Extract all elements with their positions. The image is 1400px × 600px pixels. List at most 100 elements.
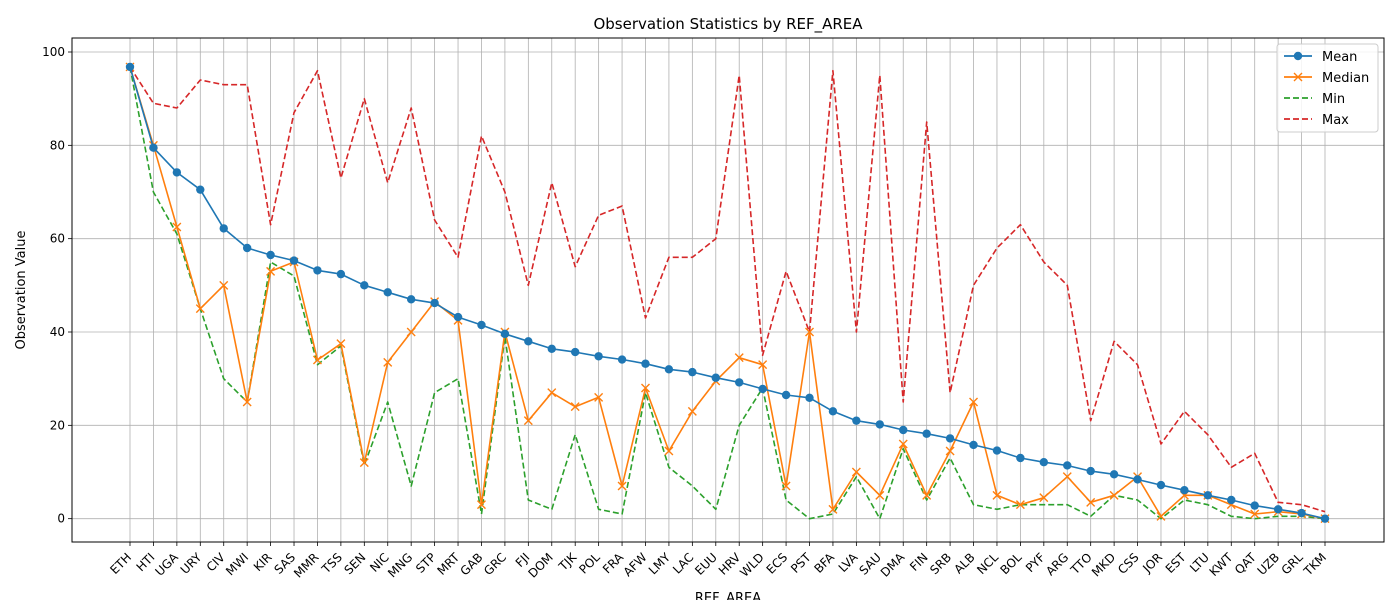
median-point xyxy=(359,458,369,468)
median-point xyxy=(640,383,650,393)
grid-lines xyxy=(72,38,1384,542)
y-axis: 0 20 40 60 80 100 xyxy=(42,45,72,526)
mean-point xyxy=(313,266,322,275)
y-tick-label: 80 xyxy=(50,138,65,152)
mean-point xyxy=(1039,458,1049,467)
y-tick-label: 20 xyxy=(50,418,65,432)
mean-point xyxy=(688,367,697,377)
mean-point xyxy=(500,329,510,339)
mean-point xyxy=(477,320,486,330)
mean-point xyxy=(570,347,580,357)
median-point xyxy=(969,397,979,407)
chart-title: Observation Statistics by REF_AREA xyxy=(593,15,863,34)
max-series xyxy=(129,66,1326,513)
mean-point xyxy=(922,429,931,438)
median-point xyxy=(172,222,182,232)
median-point xyxy=(336,339,346,349)
mean-point xyxy=(1016,453,1025,463)
mean-point xyxy=(711,373,720,382)
mean-point xyxy=(1086,466,1095,476)
legend-label-min: Min xyxy=(1322,92,1345,107)
median-point xyxy=(406,327,416,337)
median-point xyxy=(898,439,908,449)
median-point xyxy=(476,500,486,510)
max-line xyxy=(129,66,1326,513)
min-line xyxy=(129,66,1326,520)
median-point xyxy=(312,355,322,365)
median-point xyxy=(1086,497,1096,507)
min-series xyxy=(129,66,1326,520)
mean-point xyxy=(758,384,767,394)
series-layer xyxy=(125,62,1330,524)
median-point xyxy=(945,446,955,456)
mean-point xyxy=(360,281,369,290)
median-point xyxy=(617,481,627,491)
median-point xyxy=(383,357,393,367)
legend-label-max: Max xyxy=(1322,113,1349,128)
median-point xyxy=(1250,509,1260,519)
median-point xyxy=(570,402,580,412)
mean-point xyxy=(828,407,838,416)
mean-point xyxy=(289,256,299,265)
legend-item-min: Min xyxy=(1284,92,1345,107)
legend-item-mean: Mean xyxy=(1284,50,1357,65)
mean-point xyxy=(1203,491,1213,500)
mean-point xyxy=(969,440,978,450)
mean-point xyxy=(430,298,439,308)
mean-point xyxy=(875,420,885,429)
mean-point xyxy=(992,446,1002,455)
mean-point xyxy=(1180,486,1189,495)
median-point xyxy=(1062,472,1072,482)
mean-point xyxy=(266,250,275,260)
legend-item-median: Median xyxy=(1284,71,1369,86)
mean-point xyxy=(1320,514,1330,523)
mean-series xyxy=(125,62,1330,523)
x-axis-label: REF_AREA xyxy=(695,591,761,600)
median-point xyxy=(523,416,533,426)
median-point xyxy=(687,406,697,416)
mean-point xyxy=(196,185,205,194)
legend-marker-mean xyxy=(1293,51,1303,61)
median-point xyxy=(734,353,744,363)
median-point xyxy=(1156,511,1166,521)
median-point xyxy=(1015,500,1025,510)
mean-point xyxy=(1156,480,1166,490)
mean-point xyxy=(617,355,627,364)
median-point xyxy=(758,360,768,370)
mean-point xyxy=(1133,475,1142,484)
median-point xyxy=(219,280,229,290)
median-point xyxy=(781,481,791,491)
mean-point xyxy=(1227,495,1236,505)
plot-frame xyxy=(71,37,1385,543)
legend-item-max: Max xyxy=(1284,113,1349,128)
mean-point xyxy=(1250,501,1259,510)
legend-label-median: Median xyxy=(1322,71,1369,86)
mean-point xyxy=(594,352,603,361)
median-point xyxy=(1109,490,1119,500)
mean-point xyxy=(1273,505,1283,514)
y-tick-label: 100 xyxy=(42,45,65,59)
plot-area xyxy=(72,38,1384,542)
legend: Mean Median Min Max xyxy=(1276,43,1379,133)
mean-point xyxy=(336,269,346,279)
median-point xyxy=(266,266,276,276)
mean-point xyxy=(149,143,158,152)
mean-point xyxy=(1297,508,1306,518)
mean-point xyxy=(641,359,650,368)
median-point xyxy=(195,304,205,314)
median-point xyxy=(1039,493,1049,503)
median-line xyxy=(129,66,1326,520)
mean-point xyxy=(125,62,135,72)
mean-point xyxy=(899,425,908,435)
median-point xyxy=(242,397,252,407)
median-point xyxy=(828,504,838,514)
legend-marker-median xyxy=(1293,72,1303,82)
mean-point xyxy=(852,416,861,425)
mean-point xyxy=(172,168,182,177)
median-point xyxy=(992,490,1002,500)
mean-point xyxy=(735,378,744,387)
x-tick-label: FJI xyxy=(513,550,533,570)
median-point xyxy=(547,388,557,398)
mean-point xyxy=(383,288,392,297)
mean-point xyxy=(945,434,955,443)
